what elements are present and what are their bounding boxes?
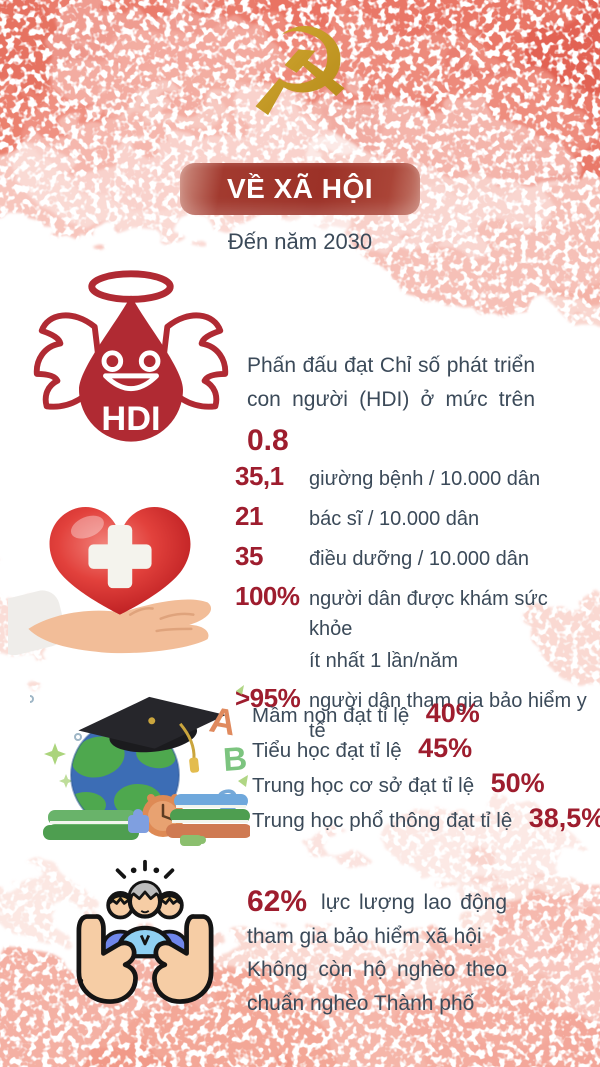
stat-value: 45% — [418, 733, 473, 763]
education-stat-row: Tiểu học đạt tỉ lệ 45% — [252, 733, 596, 764]
health-stat-row: >95% người dân tham gia bảo hiểm y tế — [235, 683, 589, 746]
labor-insurance-text: lực lượng lao động tham gia bảo hiểm xã … — [247, 891, 507, 948]
stat-value: >95% — [235, 683, 301, 713]
stat-value: 100% — [235, 581, 300, 611]
health-stat-row: 35,1 giường bệnh / 10.000 dân — [235, 461, 589, 494]
globe-graduation-icon: A B C — [30, 685, 250, 846]
stat-value: 38,5% — [528, 803, 600, 833]
stat-value: 21 — [235, 501, 263, 531]
stat-label-line2: ít nhất 1 lần/năm — [309, 650, 458, 672]
stat-value: 50% — [490, 768, 545, 798]
stat-label: Mầm non đạt tỉ lệ — [252, 704, 410, 727]
education-stats-list: Mầm non đạt tỉ lệ 40% Tiểu học đạt tỉ lệ… — [252, 698, 600, 838]
heart-cross-on-hand-icon — [8, 506, 212, 656]
health-stat-row: 21 bác sĩ / 10.000 dân — [235, 501, 589, 534]
labor-goal-text: 62% lực lượng lao động tham gia bảo hiểm … — [247, 886, 507, 1020]
stat-label: điều dưỡng / 10.000 dân — [309, 548, 530, 570]
page-title: VỀ XÃ HỘI — [226, 173, 374, 204]
labor-poverty-line: Không còn hộ nghèo theo chuẩn nghèo Thàn… — [247, 958, 507, 1015]
hdi-goal-text: Phấn đấu đạt Chỉ số phát triển con người… — [247, 349, 535, 466]
hammer-and-sickle-icon: ☭ — [0, 6, 600, 140]
health-stats-list: 35,1 giường bệnh / 10.000 dân 21 bác sĩ … — [235, 461, 589, 753]
section-title-banner: VỀ XÃ HỘI — [180, 163, 420, 215]
education-stat-row: Trung học phổ thông đạt tỉ lệ 38,5% — [252, 803, 600, 834]
stat-label: Trung học phổ thông đạt tỉ lệ — [252, 809, 513, 832]
health-stat-row: 35 điều dưỡng / 10.000 dân — [235, 541, 589, 574]
stat-value: 40% — [425, 698, 480, 728]
svg-text:B: B — [222, 739, 248, 778]
education-stat-row: Trung học cơ sở đạt tỉ lệ 50% — [252, 768, 596, 799]
stat-label: người dân được khám sức khỏe ít nhất 1 l… — [309, 584, 589, 676]
labor-value: 62% — [247, 885, 308, 918]
stat-label: giường bệnh / 10.000 dân — [309, 468, 541, 490]
health-stat-row: 100% người dân được khám sức khỏe ít nhấ… — [235, 581, 589, 676]
hdi-icon-label: HDI — [101, 400, 160, 438]
stat-label: bác sĩ / 10.000 dân — [309, 508, 480, 530]
hdi-goal-sentence: Phấn đấu đạt Chỉ số phát triển con người… — [247, 354, 535, 412]
stat-label-line1: người dân được khám sức khỏe — [309, 588, 548, 640]
subtitle-year: Đến năm 2030 — [227, 229, 373, 254]
stat-label: Tiểu học đạt tỉ lệ — [252, 739, 402, 762]
hands-holding-people-icon — [76, 859, 230, 1004]
hdi-value: 0.8 — [247, 424, 289, 458]
labor-insurance-line: 62% lực lượng lao động tham gia bảo hiểm … — [247, 886, 507, 953]
stat-value: 35 — [235, 541, 263, 571]
stat-value: 35,1 — [235, 461, 284, 491]
stat-label: người dân tham gia bảo hiểm y tế — [309, 690, 587, 742]
angel-blood-drop-icon: HDI — [33, 270, 234, 442]
stat-label: Trung học cơ sở đạt tỉ lệ — [252, 774, 475, 797]
svg-text:A: A — [207, 699, 240, 744]
education-stat-row: Mầm non đạt tỉ lệ 40% — [252, 698, 596, 729]
